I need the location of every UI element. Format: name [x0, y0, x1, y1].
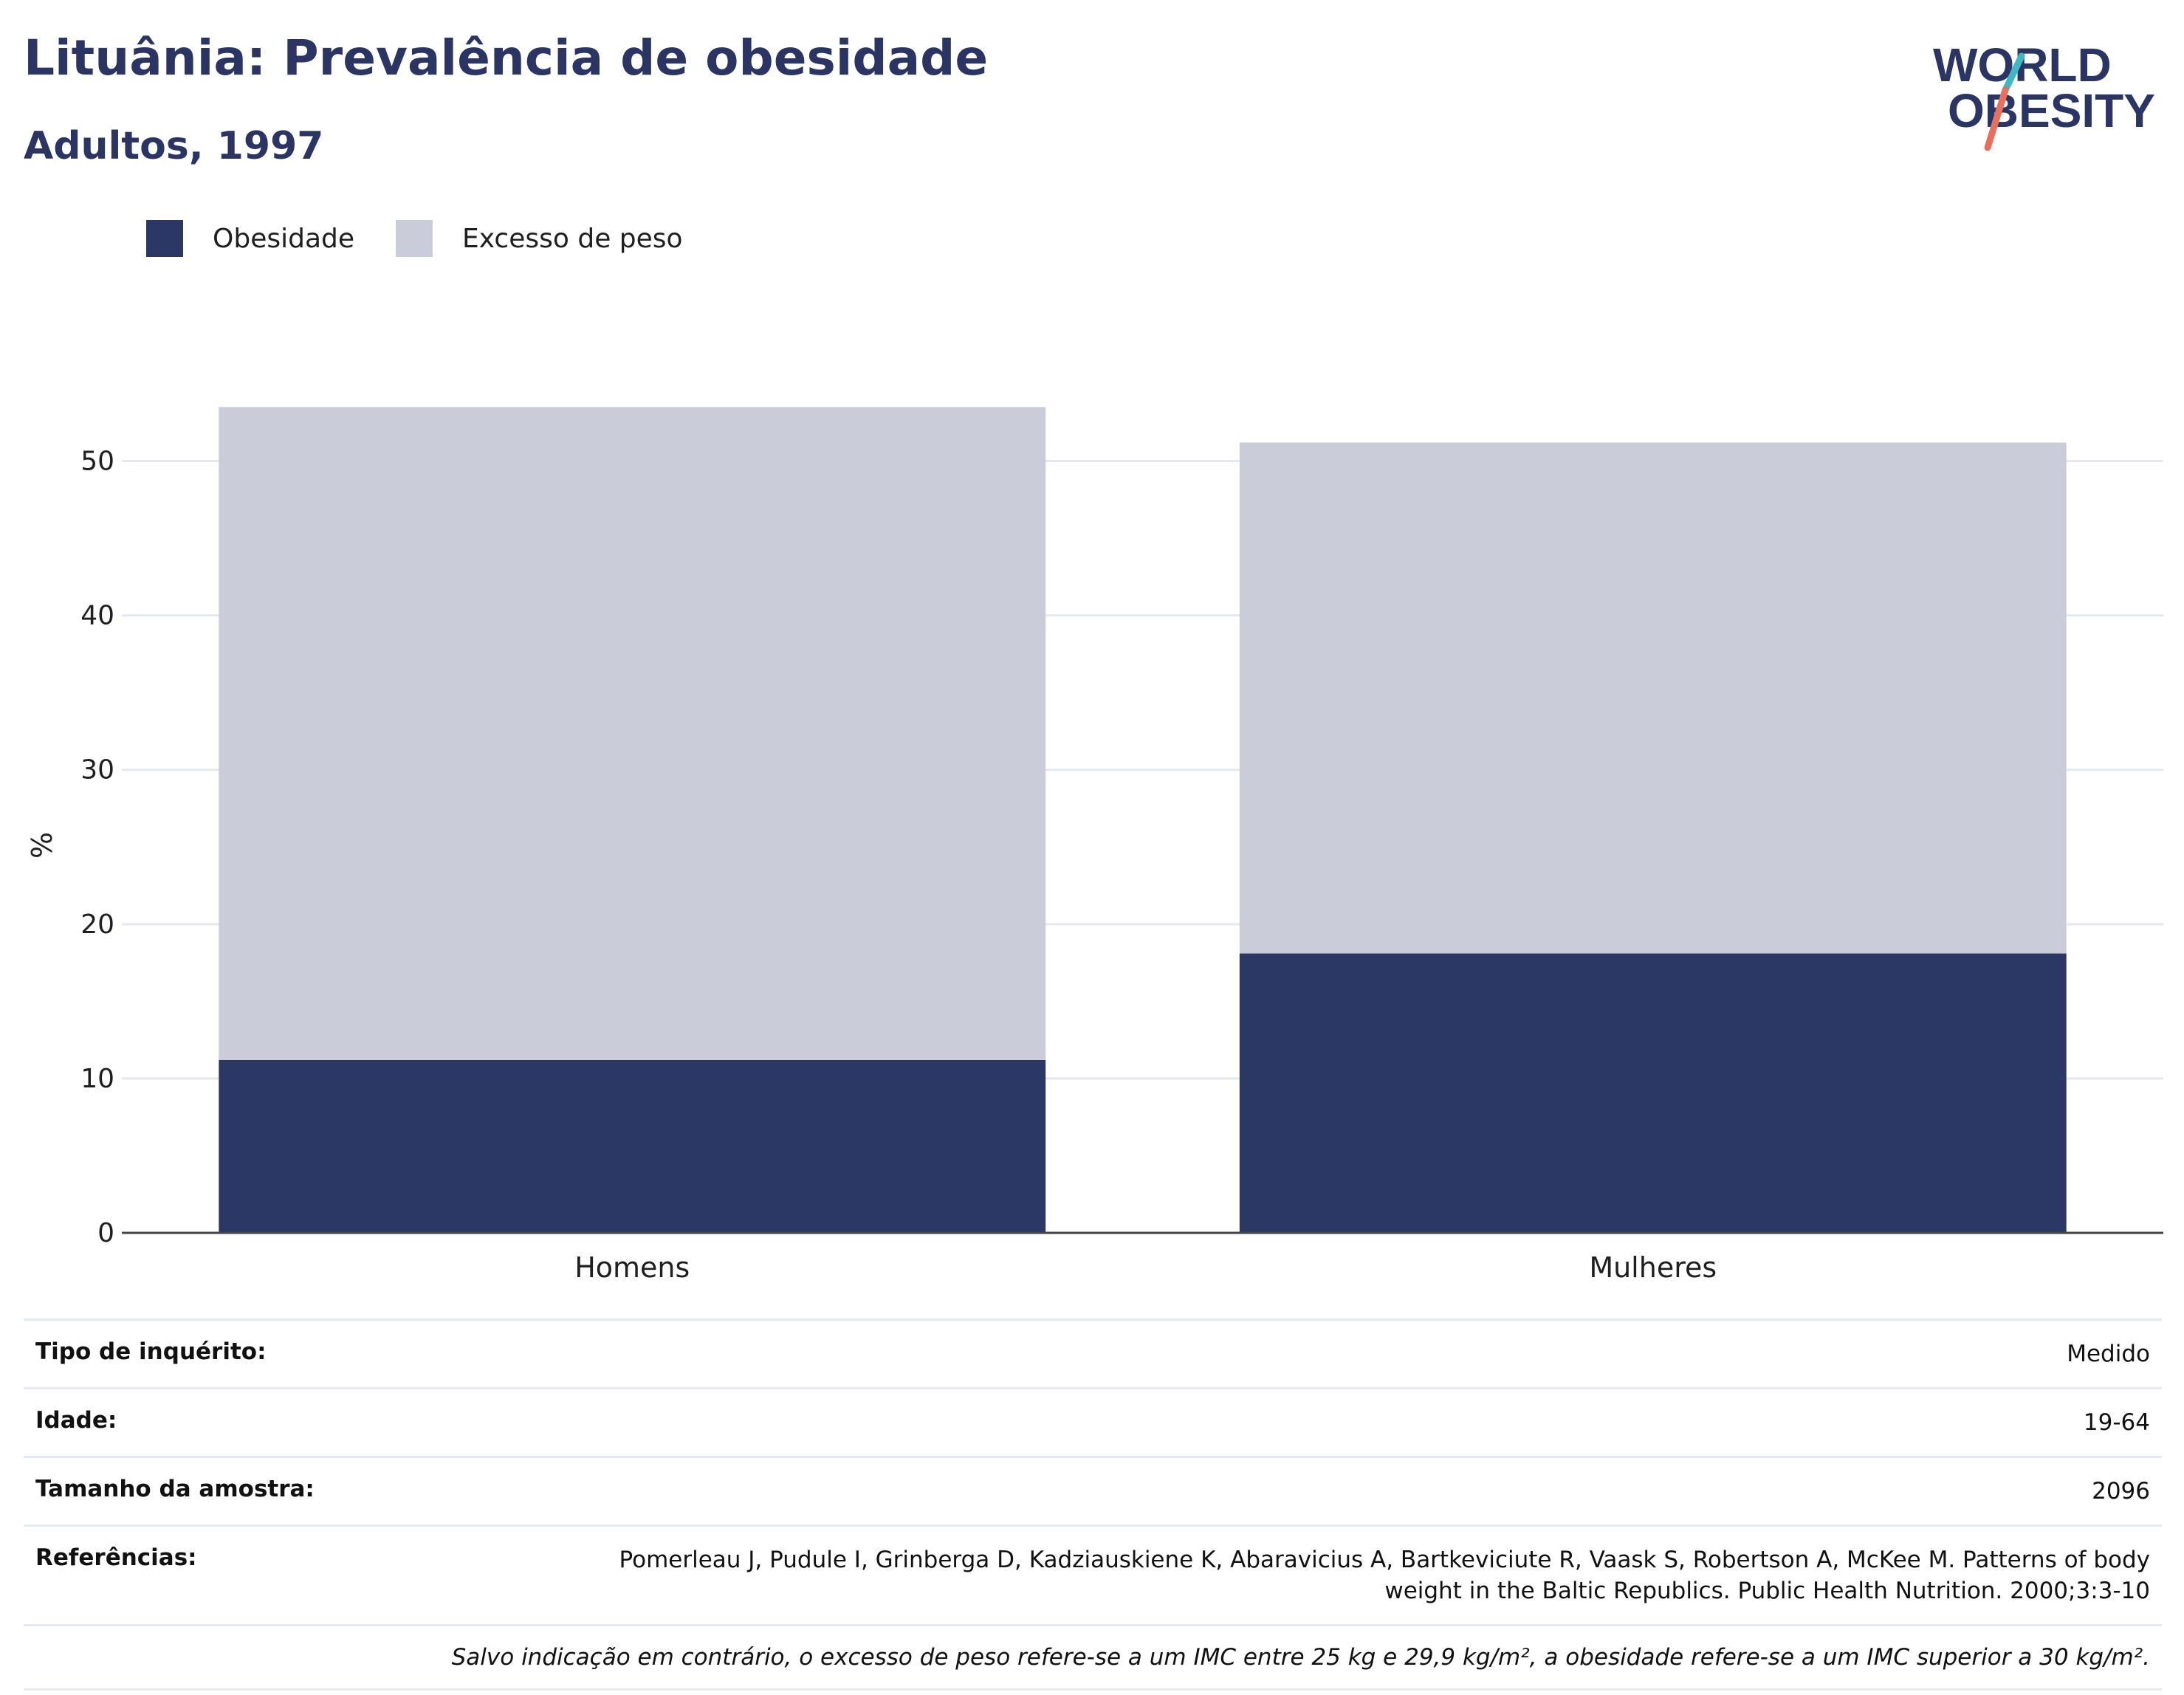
- info-value: 19-64: [2083, 1409, 2150, 1436]
- bar-excesso-de-peso: [219, 407, 1046, 1060]
- info-row-age: Idade: 19-64: [24, 1387, 2162, 1456]
- bmi-definition-note: Salvo indicação em contrário, o excesso …: [24, 1624, 2162, 1691]
- y-tick-label: 50: [80, 447, 114, 477]
- info-label: Tamanho da amostra:: [35, 1476, 315, 1502]
- x-tick-label: Mulheres: [1589, 1251, 1717, 1284]
- info-row-sample-size: Tamanho da amostra: 2096: [24, 1456, 2162, 1524]
- y-tick-label: 10: [80, 1064, 114, 1094]
- y-axis-title: %: [26, 832, 58, 859]
- y-tick-label: 40: [80, 601, 114, 631]
- logo-slash-icon-bottom: [1984, 86, 2009, 151]
- bar-obesidade: [219, 1059, 1046, 1233]
- info-value: Medido: [2067, 1341, 2150, 1367]
- bar-excesso-de-peso: [1239, 442, 2067, 954]
- world-obesity-logo: WORLD OBESITY: [1933, 38, 2155, 151]
- info-row-survey-type: Tipo de inquérito: Medido: [24, 1318, 2162, 1387]
- legend-item-excesso-de-peso[interactable]: Excesso de peso: [396, 220, 683, 257]
- info-row-references: Referências: Pomerleau J, Pudule I, Grin…: [24, 1524, 2162, 1624]
- info-value: 2096: [2092, 1478, 2150, 1505]
- legend-label-excesso-de-peso: Excesso de peso: [462, 223, 683, 254]
- x-tick-label: Homens: [574, 1251, 690, 1284]
- survey-info-table: Tipo de inquérito: Medido Idade: 19-64 T…: [24, 1318, 2162, 1691]
- stacked-bar-chart: 0 10 20 30 40 50% Homens Mulheres: [26, 407, 2163, 1284]
- chart-legend: Obesidade Excesso de peso: [146, 220, 724, 257]
- legend-swatch-excesso-de-peso: [396, 220, 433, 257]
- y-tick-label: 30: [80, 755, 114, 785]
- legend-label-obesidade: Obesidade: [213, 223, 355, 254]
- info-label: Tipo de inquérito:: [35, 1338, 267, 1365]
- y-tick-label: 0: [97, 1218, 114, 1248]
- page-subtitle: Adultos, 1997: [24, 124, 324, 168]
- logo-slash-icon-top: [2002, 52, 2025, 94]
- y-tick-label: 20: [80, 910, 114, 940]
- info-value-reference: Pomerleau J, Pudule I, Grinberga D, Kadz…: [619, 1547, 2150, 1604]
- page-title: Lituânia: Prevalência de obesidade: [24, 30, 989, 86]
- info-label: Referências:: [35, 1544, 197, 1571]
- legend-item-obesidade[interactable]: Obesidade: [146, 220, 354, 257]
- logo-word-obesity: OBESITY: [1948, 84, 2155, 137]
- info-label: Idade:: [35, 1407, 117, 1434]
- logo-word-world: WORLD: [1933, 38, 2112, 92]
- legend-swatch-obesidade: [146, 220, 183, 257]
- bar-obesidade: [1239, 953, 2067, 1233]
